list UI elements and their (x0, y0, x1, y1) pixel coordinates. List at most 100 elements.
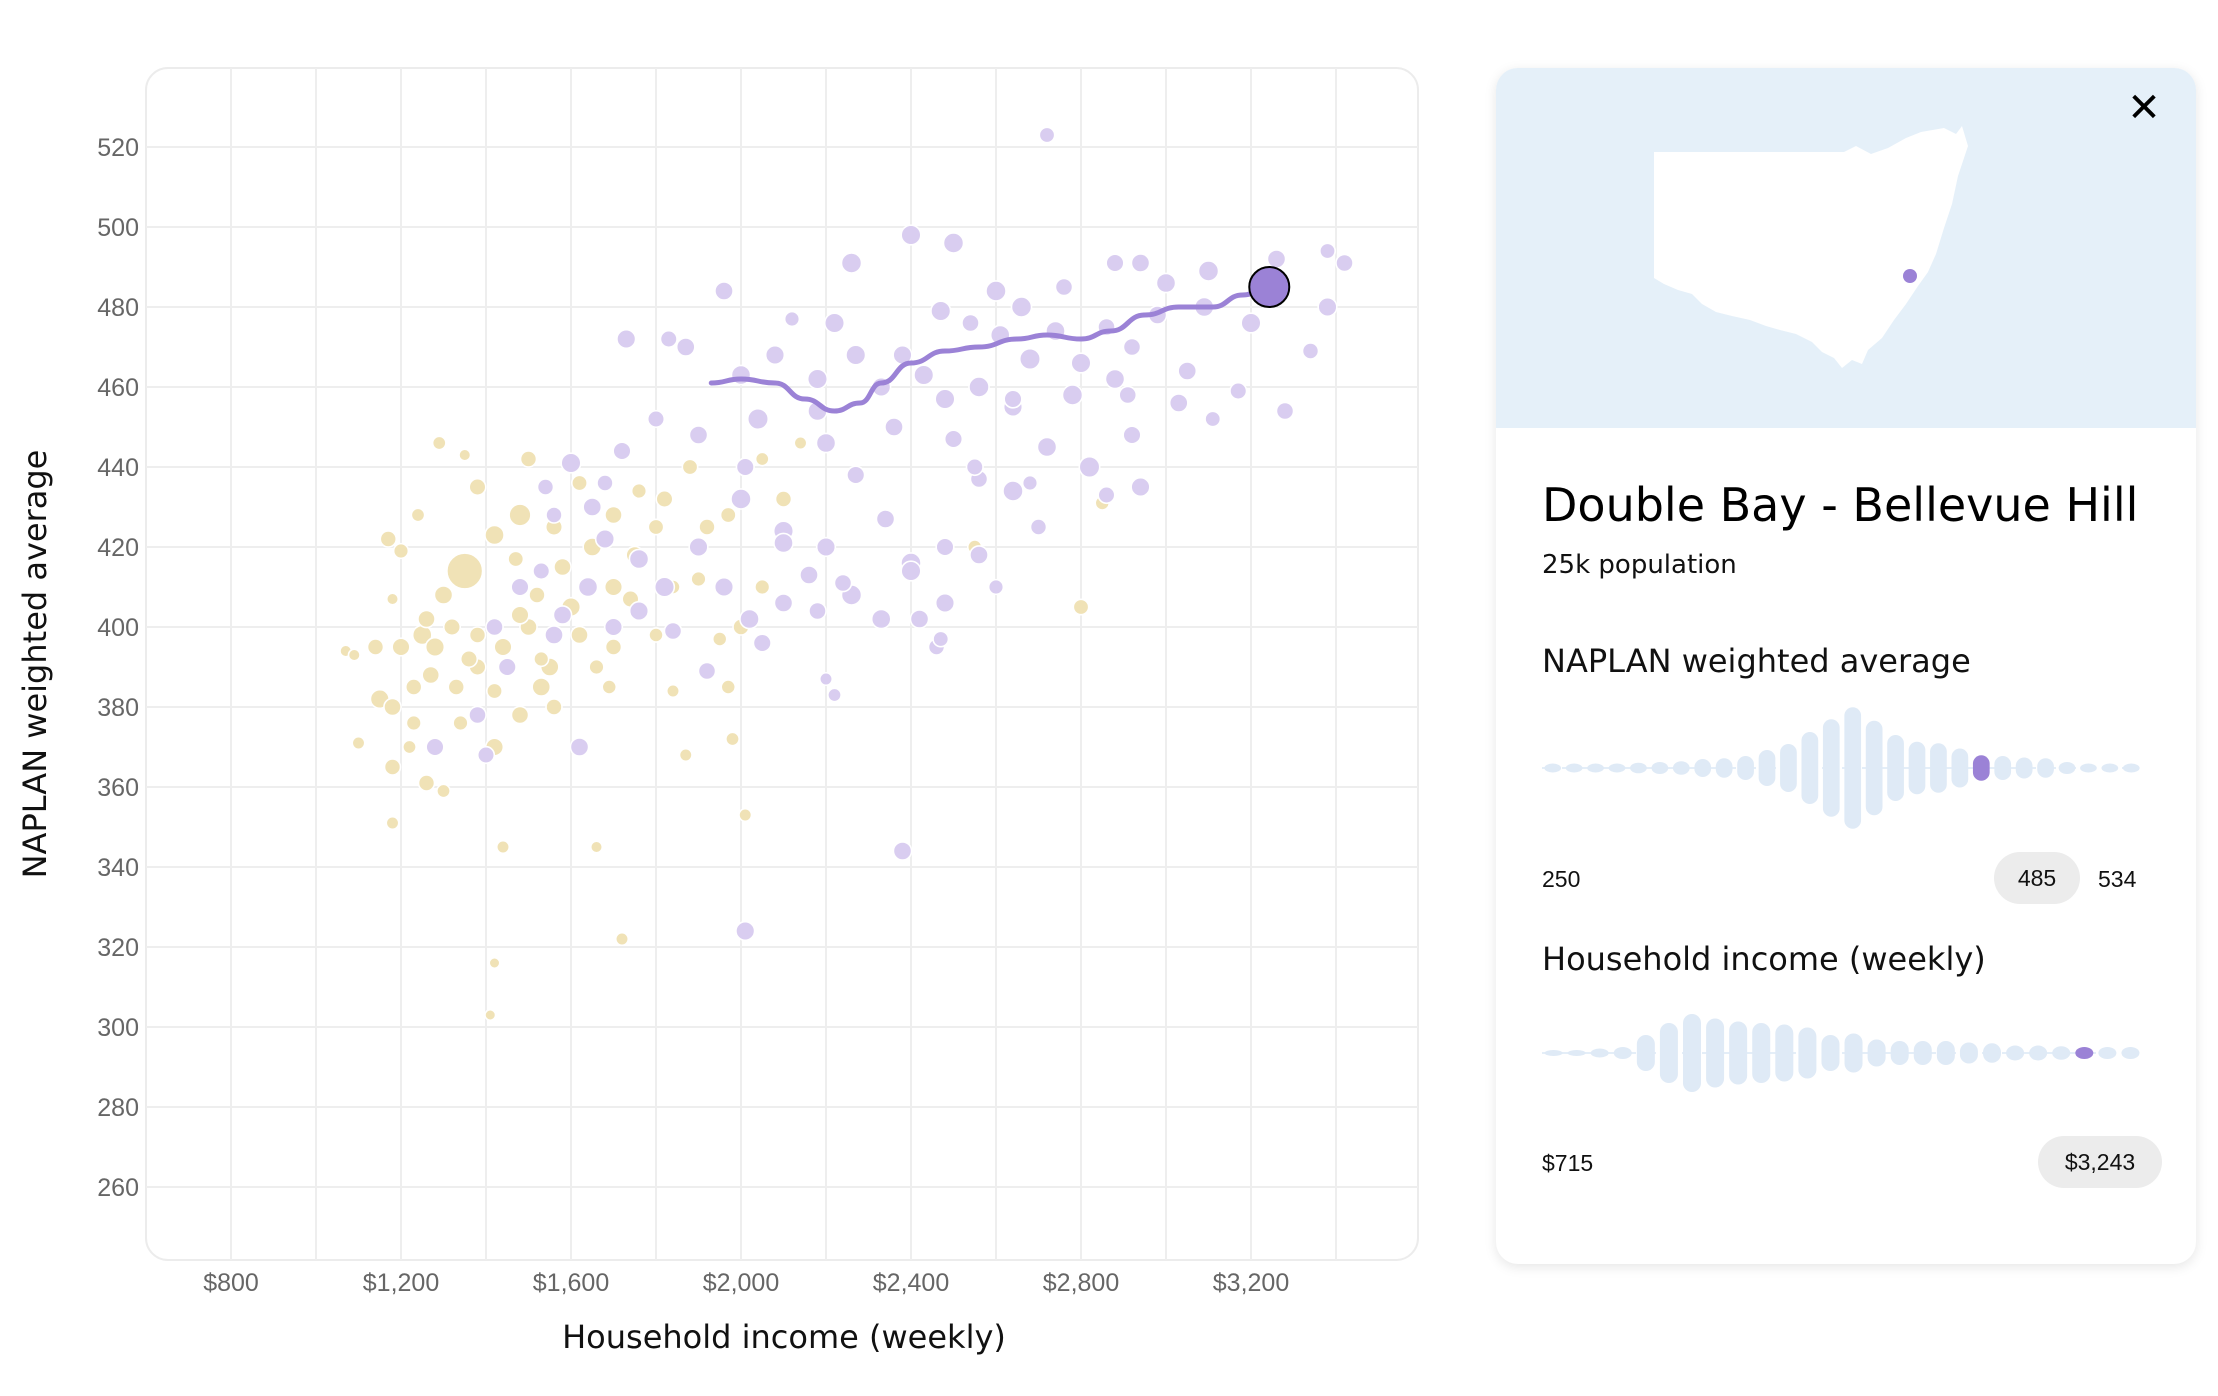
data-bubble (447, 678, 466, 696)
data-bubble (533, 650, 550, 668)
data-bubble (738, 807, 753, 823)
income-bar (1844, 1033, 1863, 1073)
data-bubble (508, 503, 532, 527)
data-bubble (725, 731, 740, 747)
income-bar (1775, 1024, 1794, 1082)
naplan-bar (1865, 720, 1883, 816)
data-bubble (681, 458, 699, 476)
data-bubble (653, 576, 676, 598)
x-tick-label: $1,600 (533, 1269, 609, 1297)
data-bubble (697, 661, 717, 681)
data-bubble (1072, 598, 1090, 616)
naplan-bar (1651, 762, 1669, 774)
data-bubble (655, 489, 674, 509)
income-value-badge: $3,243 (2038, 1136, 2162, 1188)
data-bubble (783, 310, 801, 328)
data-bubble (1118, 385, 1138, 405)
y-tick-label: 480 (97, 294, 139, 322)
naplan-bar (1844, 707, 1862, 829)
naplan-bar (1587, 763, 1604, 773)
data-bubble (1319, 242, 1336, 260)
x-axis-title: Household income (weekly) (562, 1318, 1006, 1356)
region-title: Double Bay - Bellevue Hill (1542, 478, 2139, 532)
income-bar (1752, 1023, 1771, 1083)
data-bubble (545, 698, 563, 716)
data-bubble (678, 747, 693, 763)
income-title: Household income (weekly) (1542, 940, 1986, 978)
data-bubble (840, 252, 863, 274)
data-bubble (808, 601, 827, 621)
income-bar (1821, 1035, 1840, 1071)
data-bubble (497, 657, 517, 677)
naplan-bar (1544, 763, 1562, 773)
naplan-bar (2037, 758, 2054, 778)
x-tick-label: $1,200 (363, 1269, 439, 1297)
data-bubble (1301, 342, 1320, 360)
income-bar (2006, 1045, 2025, 1061)
data-bubble (552, 605, 573, 625)
data-bubble (577, 576, 599, 598)
x-tick-label: $2,800 (1043, 1269, 1119, 1297)
data-bubble (582, 497, 603, 517)
income-bar (1959, 1042, 1978, 1064)
highlight-point[interactable] (1248, 266, 1291, 308)
data-bubble (628, 548, 650, 570)
data-bubble (1177, 361, 1198, 381)
income-bar (1567, 1050, 1586, 1056)
income-bar (1936, 1041, 1955, 1065)
y-tick-label: 260 (97, 1174, 139, 1202)
data-bubble (391, 637, 411, 657)
data-bubble (417, 609, 436, 629)
data-bubble (458, 448, 472, 462)
naplan-distribution (1542, 707, 2142, 829)
data-bubble (754, 578, 771, 596)
data-bubble (630, 482, 648, 500)
data-bubble (1130, 476, 1151, 498)
data-bubble (815, 536, 837, 558)
data-bubble (900, 224, 922, 246)
income-min-label: $715 (1542, 1150, 1594, 1176)
data-bubble (713, 576, 735, 598)
y-axis-title: NAPLAN weighted average (16, 450, 54, 879)
data-bubble (774, 490, 793, 508)
data-bubble (614, 931, 630, 947)
data-bubble (510, 605, 530, 625)
income-bar (1636, 1035, 1655, 1071)
data-bubble (935, 537, 955, 557)
data-bubble (1078, 455, 1101, 479)
data-bubble (431, 435, 447, 451)
trend-line (708, 284, 1272, 414)
data-bubble (930, 300, 952, 322)
data-bubble (433, 585, 454, 605)
data-bubble (827, 687, 842, 703)
data-bubble (663, 621, 683, 641)
data-bubble (1003, 389, 1023, 409)
trend-curve (708, 284, 1272, 414)
naplan-bar (1630, 762, 1647, 774)
data-bubble (468, 705, 487, 725)
naplan-bar (1608, 763, 1626, 773)
population-label: 25k population (1542, 550, 1737, 580)
naplan-bar (1994, 756, 2012, 780)
data-bubble (754, 451, 770, 467)
naplan-bar (2101, 763, 2119, 773)
naplan-bar (1672, 761, 1690, 775)
data-bubble (604, 638, 623, 656)
data-bubble (942, 232, 965, 254)
detail-panel: ✕ Double Bay - Bellevue Hill 25k populat… (1496, 68, 2196, 1264)
data-bubble (900, 560, 922, 582)
data-bubble (510, 577, 530, 597)
close-button[interactable]: ✕ (2127, 85, 2161, 131)
y-tick-label: 420 (97, 534, 139, 562)
data-bubble (1266, 249, 1287, 269)
data-bubble (442, 617, 462, 637)
data-bubble (659, 329, 678, 349)
naplan-min-label: 250 (1542, 866, 1581, 892)
data-bubble (1097, 485, 1116, 505)
data-bubble (688, 536, 709, 558)
income-bar (1613, 1047, 1632, 1059)
data-bubble (468, 626, 487, 644)
data-bubble (392, 542, 410, 560)
naplan-bar (2058, 762, 2076, 774)
income-distribution (1542, 1014, 2142, 1092)
